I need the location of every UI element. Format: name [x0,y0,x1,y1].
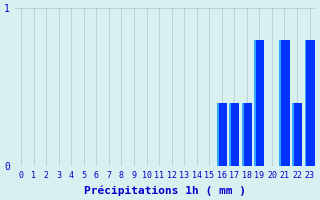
Bar [254,40,264,166]
Bar [279,40,281,166]
Bar [292,103,302,166]
Bar [229,103,231,166]
X-axis label: Précipitations 1h ( mm ): Précipitations 1h ( mm ) [84,185,246,196]
Bar [279,40,290,166]
Bar [229,103,239,166]
Bar [217,103,219,166]
Bar [242,103,244,166]
Bar [254,40,256,166]
Bar [305,40,315,166]
Bar [292,103,294,166]
Bar [217,103,227,166]
Bar [242,103,252,166]
Bar [305,40,307,166]
